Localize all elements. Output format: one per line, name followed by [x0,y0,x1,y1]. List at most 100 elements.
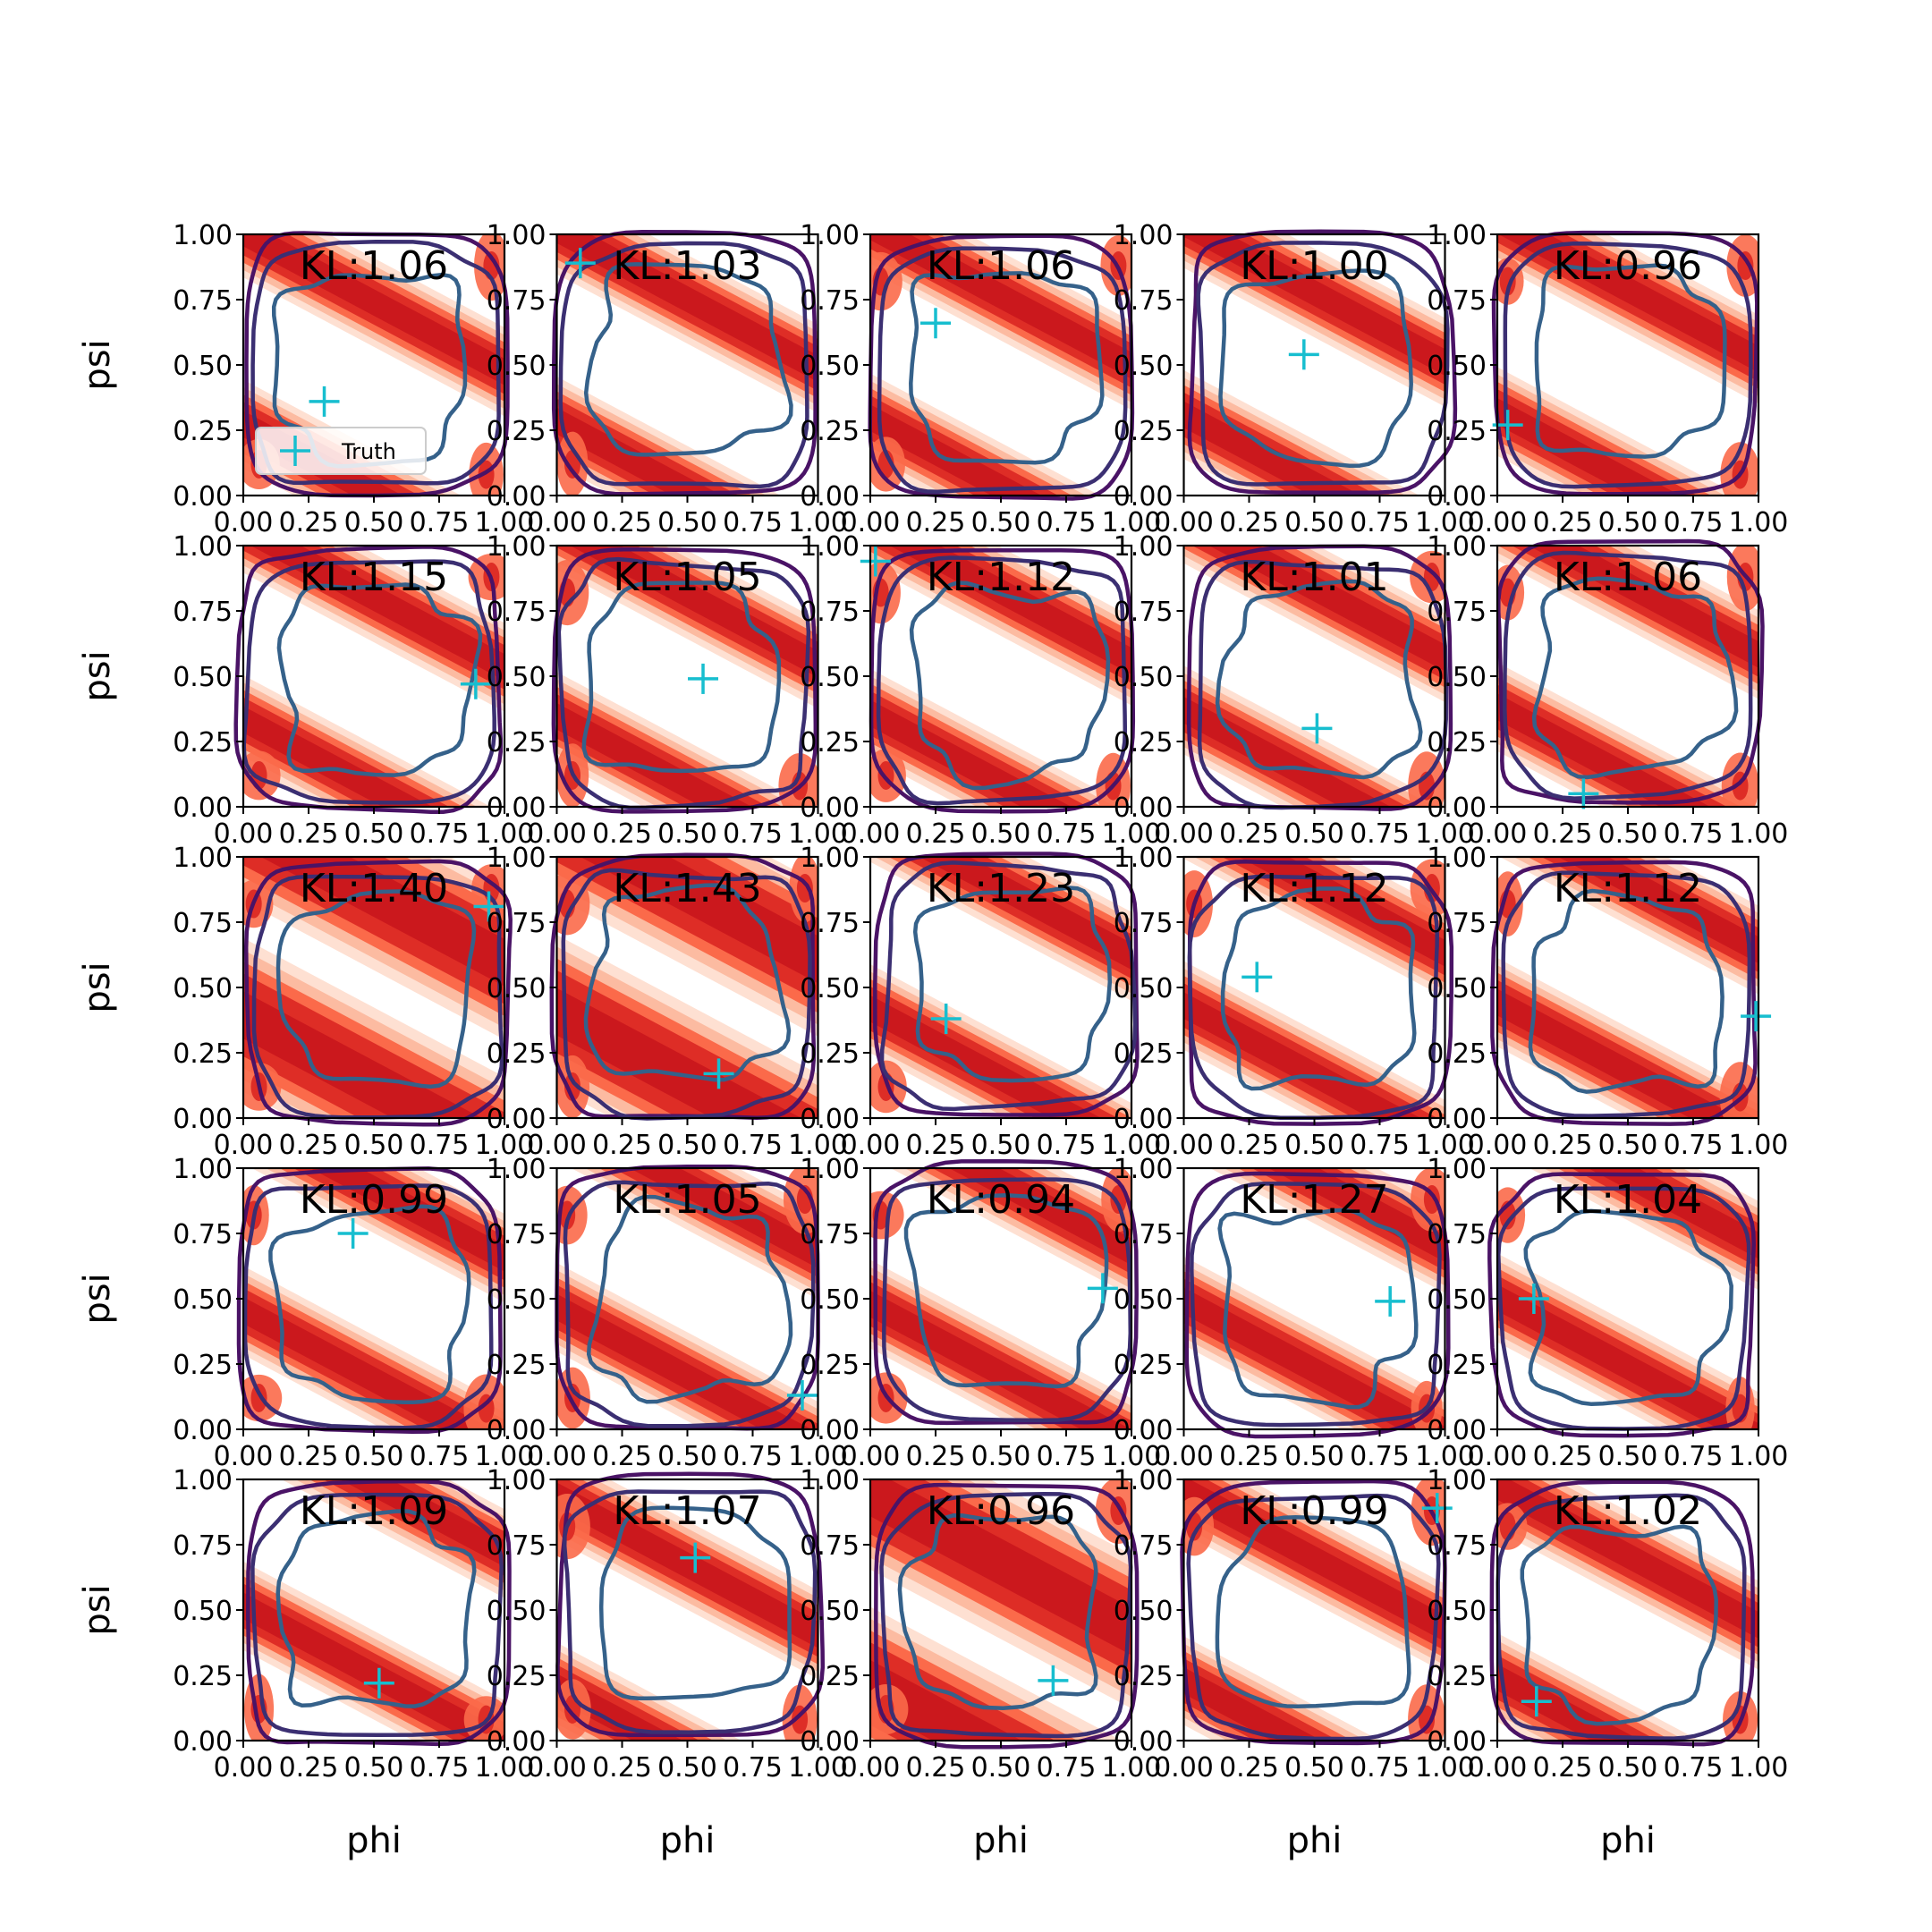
contour-line-inner [271,272,468,469]
contour-line-middle [562,1489,818,1734]
density-band [556,1479,818,1692]
x-tick-label: 0.00 [527,1752,587,1784]
kl-annotation: KL:1.43 [613,866,761,911]
contour-line-middle [251,874,504,1120]
plot-area [556,1168,818,1429]
y-axis-label: psi [77,962,118,1013]
y-tick-label: 0.75 [173,285,233,317]
x-tick-label: 0.75 [1350,507,1410,538]
density-band [1497,857,1758,1021]
x-tick-label: 0.00 [527,1441,587,1472]
y-tick-label: 0.75 [173,597,233,628]
contour-line-middle [242,1183,494,1430]
y-tick-label: 0.75 [173,1530,233,1562]
x-tick-label: 1.00 [475,1752,535,1784]
truth-marker [1301,713,1333,744]
subplot-panel: 0.000.000.250.250.500.500.750.751.001.00… [1427,220,1789,538]
y-tick-label: 0.00 [1427,1726,1487,1758]
y-tick-label: 0.25 [1114,1038,1174,1070]
x-tick-label: 0.00 [841,507,901,538]
truth-marker [920,308,951,339]
x-tick-label: 0.75 [1350,1130,1410,1161]
x-tick-label: 0.00 [1154,507,1214,538]
density-band [243,1168,504,1330]
y-tick-label: 0.75 [1427,1219,1487,1250]
plot-area [870,857,1131,1118]
x-tick-label: 0.50 [1284,1441,1344,1472]
density-bands [1183,234,1445,496]
kl-annotation: KL:1.15 [300,555,448,600]
density-band [556,645,818,807]
x-tick-label: 0.25 [906,507,966,538]
subplot-panel: 0.000.000.250.250.500.500.750.751.001.00… [77,220,534,538]
contour-line-outer [1186,544,1453,811]
x-tick-label: 0.00 [1468,818,1528,850]
contour-line-inner [1215,579,1423,780]
subplot-panel: 0.000.000.250.250.500.500.750.751.001.00… [800,531,1162,850]
density-band [243,647,504,807]
y-tick-label: 0.50 [487,973,547,1004]
contour-line-inner [1531,576,1739,780]
contour-line-inner [275,1509,477,1708]
kl-annotation: KL:1.12 [1240,866,1388,911]
truth-marker [1375,1285,1406,1317]
subplot-panel: 0.000.000.250.250.500.500.750.751.001.00… [1114,843,1475,1161]
y-tick-label: 0.75 [487,1530,547,1562]
x-tick-label: 1.00 [475,1441,535,1472]
x-tick-label: 0.75 [1037,1752,1097,1784]
x-tick-label: 1.00 [1729,507,1789,538]
contour-line-middle [1503,241,1753,489]
y-tick-label: 0.00 [800,792,860,824]
y-tick-label: 1.00 [487,220,547,251]
kl-annotation: KL:1.05 [613,1177,761,1223]
x-tick-label: 0.75 [1664,818,1724,850]
x-tick-label: 0.00 [841,818,901,850]
y-tick-label: 0.50 [800,662,860,693]
kl-annotation: KL:1.05 [613,555,761,600]
density-band [870,1600,1131,1741]
density-band [243,857,504,1036]
x-axis-label: phi [660,1820,716,1861]
x-tick-label: 1.00 [1415,507,1475,538]
kl-annotation: KL:0.94 [927,1177,1075,1223]
y-tick-label: 1.00 [487,1465,547,1496]
density-bands [1497,857,1758,1118]
subplot-panel: 0.000.000.250.250.500.500.750.751.001.00… [800,1465,1161,1861]
y-tick-label: 0.50 [173,1596,233,1627]
x-tick-label: 1.00 [1415,1130,1475,1161]
x-tick-label: 0.00 [1154,1441,1214,1472]
plot-area [243,1479,504,1741]
contour-line-inner [275,889,477,1089]
y-tick-label: 1.00 [173,843,233,874]
contour-line-outer [1487,1172,1756,1438]
contour-line-middle [1187,874,1439,1121]
density-band [1183,234,1445,426]
contour-line-outer [873,1158,1139,1426]
density-band [870,234,1131,428]
kl-annotation: KL:1.09 [300,1488,448,1534]
x-tick-label: 0.25 [279,1441,339,1472]
x-tick-label: 0.25 [1533,507,1593,538]
y-tick-label: 0.25 [1114,416,1174,447]
x-tick-label: 0.25 [1533,1130,1593,1161]
contour-line-middle [250,239,501,486]
y-tick-label: 1.00 [1114,843,1174,874]
subplot-panel: 0.000.000.250.250.500.500.750.751.001.00… [800,220,1161,538]
x-tick-label: 1.00 [1102,818,1162,850]
plot-area [1497,1168,1758,1429]
y-tick-label: 0.75 [487,1219,547,1250]
y-tick-label: 0.75 [800,1219,860,1250]
contour-line-inner [903,1193,1109,1389]
x-tick-label: 0.50 [657,1130,717,1161]
y-tick-label: 1.00 [1427,1154,1487,1185]
subplot-panel: 0.000.000.250.250.500.500.750.751.001.00… [487,220,848,538]
y-tick-label: 0.25 [800,1038,860,1070]
kl-annotation: KL:1.06 [927,243,1075,289]
x-tick-label: 0.50 [1598,1130,1658,1161]
contour-line-middle [876,555,1128,806]
truth-marker [930,1004,962,1035]
contour-line-outer [874,1482,1140,1750]
density-bands [243,546,504,807]
density-band [1183,1479,1445,1687]
density-bands [1497,1168,1758,1429]
